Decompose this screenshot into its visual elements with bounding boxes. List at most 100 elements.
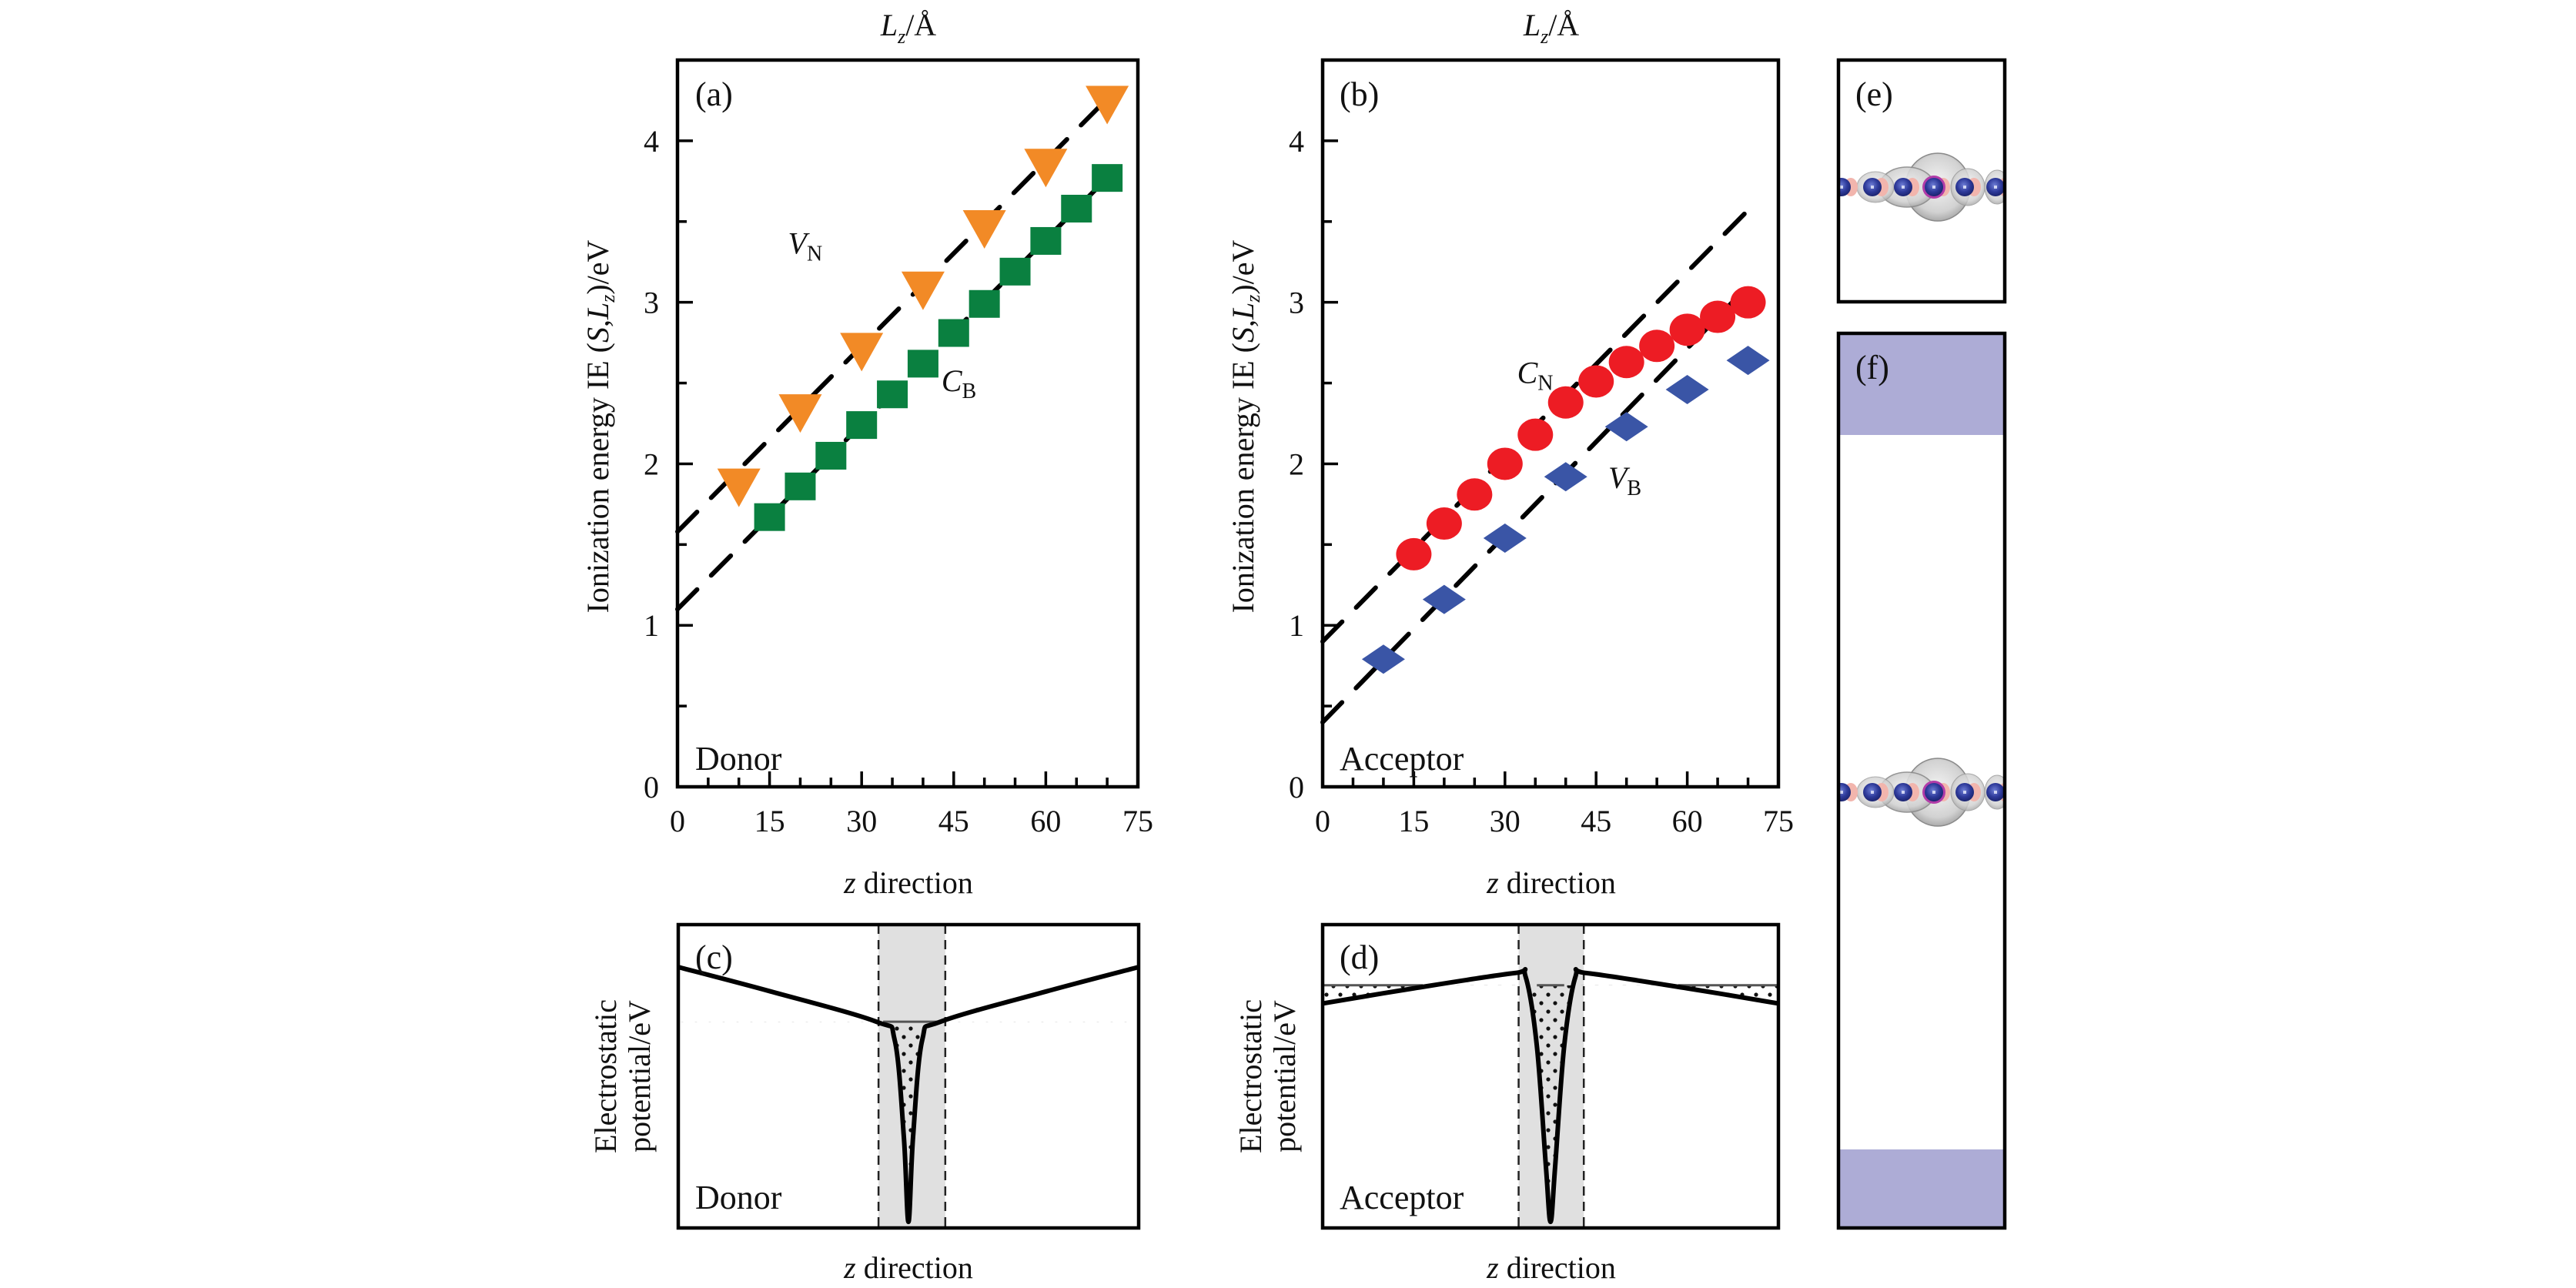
panel-d-xlabel: z direction: [1486, 1250, 1616, 1285]
x-tick-label: 15: [754, 804, 785, 838]
data-point: [1396, 537, 1432, 570]
atom-highlight: [1932, 186, 1935, 189]
atom-highlight: [1994, 791, 1997, 794]
data-point: [840, 333, 884, 372]
series-label-v-n: VN: [788, 226, 823, 266]
panel-b-top-label: Lz/Å: [1523, 8, 1579, 48]
data-point: [846, 411, 878, 440]
nitrogen-atom: [1840, 178, 1851, 196]
x-tick-label: 60: [1030, 804, 1061, 838]
series-v-b: [1361, 346, 1770, 674]
data-point: [969, 289, 1000, 318]
panel-c-ylabel-line1: Electrostatic: [588, 999, 623, 1153]
data-point: [907, 350, 938, 378]
panel-f-vacuum-bottom: [1838, 1149, 2005, 1228]
atom-highlight: [1871, 791, 1874, 794]
data-point: [815, 441, 847, 470]
panel-b-xlabel: z direction: [1486, 865, 1616, 900]
panel-a-top-label: Lz/Å: [880, 8, 936, 48]
y-tick-label: 1: [644, 608, 659, 643]
y-tick-label: 1: [1289, 608, 1304, 643]
data-point: [1483, 523, 1527, 553]
panel-e-frame: [1836, 58, 2007, 304]
data-point: [901, 271, 945, 310]
panel-e-structure: (e): [1836, 58, 2007, 304]
atom-highlight: [1963, 791, 1966, 794]
atom-highlight: [1932, 791, 1935, 794]
x-tick-label: 45: [1581, 804, 1611, 838]
data-point: [1030, 226, 1062, 255]
data-point: [1544, 462, 1587, 492]
data-point: [1547, 386, 1584, 419]
y-tick-label: 2: [644, 447, 659, 481]
panel-d-potential-acceptor: (d) Acceptor z direction Electrostatic p…: [1233, 922, 1781, 1285]
fit-line: [1320, 283, 1751, 725]
data-point: [1487, 447, 1523, 480]
potential-curve: [677, 965, 1139, 1225]
y-tick-label: 4: [644, 124, 659, 159]
x-tick-label: 0: [670, 804, 685, 838]
panel-a-xlabel: z direction: [843, 865, 973, 900]
series-label-v-b: VB: [1608, 460, 1641, 500]
panel-a-plot-area: 0 15 30 45 60 75 0 1 2 3 4 VN CB: [644, 59, 1153, 838]
data-point: [778, 394, 822, 433]
data-point: [1730, 286, 1766, 319]
panel-f-vacuum-top: [1838, 333, 2005, 435]
atom-highlight: [1871, 186, 1874, 189]
panel-f-atom-chain: [1840, 758, 2003, 827]
data-point: [1422, 584, 1466, 614]
panel-c-xlabel: z direction: [843, 1250, 973, 1285]
x-tick-label: 15: [1398, 804, 1429, 838]
panel-c-corner-label: Donor: [695, 1179, 782, 1216]
data-point: [1426, 507, 1462, 540]
y-tick-label: 0: [1289, 770, 1304, 805]
panel-d-ylabel-line1: Electrostatic: [1233, 999, 1268, 1153]
panel-f-structure: (f): [1836, 331, 2007, 1230]
atom-highlight: [1963, 186, 1966, 189]
x-tick-label: 30: [1490, 804, 1521, 838]
x-tick-label: 60: [1672, 804, 1703, 838]
panel-a-ionization-donor: Lz/Å 0 15 30 45 60 75 0 1 2 3 4 VN CB (a) Donor z di…: [580, 8, 1153, 900]
data-point: [1665, 374, 1709, 404]
atom-highlight: [1902, 791, 1905, 794]
series-label-c-n: CN: [1517, 356, 1554, 396]
data-point: [1086, 85, 1129, 125]
panel-b-plot-area: 0 15 30 45 60 75 0 1 2 3 4 CN VB: [1289, 59, 1794, 838]
panel-d-label: (d): [1340, 938, 1379, 976]
y-tick-label: 3: [644, 286, 659, 320]
panel-c-potential-donor: (c) Donor z direction Electrostatic pote…: [588, 922, 1141, 1285]
panel-a-frame: [675, 58, 1140, 789]
y-tick-label: 4: [1289, 124, 1304, 159]
data-point: [1024, 149, 1068, 188]
data-point: [999, 257, 1031, 286]
panel-a-ylabel: Ionization energy IE (S,Lz)/eV: [580, 239, 619, 613]
atom-highlight: [1840, 186, 1843, 189]
x-tick-label: 0: [1315, 804, 1330, 838]
series-c-n: [1396, 286, 1766, 570]
panel-f-frame: [1836, 331, 2007, 1230]
data-point: [1361, 644, 1405, 674]
panel-a-label: (a): [695, 75, 733, 113]
data-point: [938, 319, 969, 347]
nitrogen-atom: [1840, 783, 1851, 801]
data-point: [1061, 194, 1092, 222]
panel-b-corner-label: Acceptor: [1340, 740, 1464, 778]
panel-c-label: (c): [695, 938, 733, 976]
series-v-n: [717, 85, 1129, 507]
data-point: [1604, 412, 1648, 442]
data-point: [877, 380, 908, 409]
panel-b-frame: [1320, 58, 1781, 789]
panel-b-ylabel: Ionization energy IE (S,Lz)/eV: [1226, 239, 1264, 613]
fit-line: [675, 96, 1110, 534]
data-point: [1517, 418, 1554, 451]
series-label-c-b: CB: [942, 363, 976, 403]
y-tick-label: 0: [644, 770, 659, 805]
panel-e-label: (e): [1855, 75, 1893, 113]
panel-f-label: (f): [1855, 349, 1889, 386]
data-point: [1669, 313, 1705, 346]
panel-a-corner-label: Donor: [695, 740, 782, 778]
data-point: [962, 209, 1006, 249]
atom-highlight: [1902, 186, 1905, 189]
panel-b-label: (b): [1340, 75, 1379, 113]
